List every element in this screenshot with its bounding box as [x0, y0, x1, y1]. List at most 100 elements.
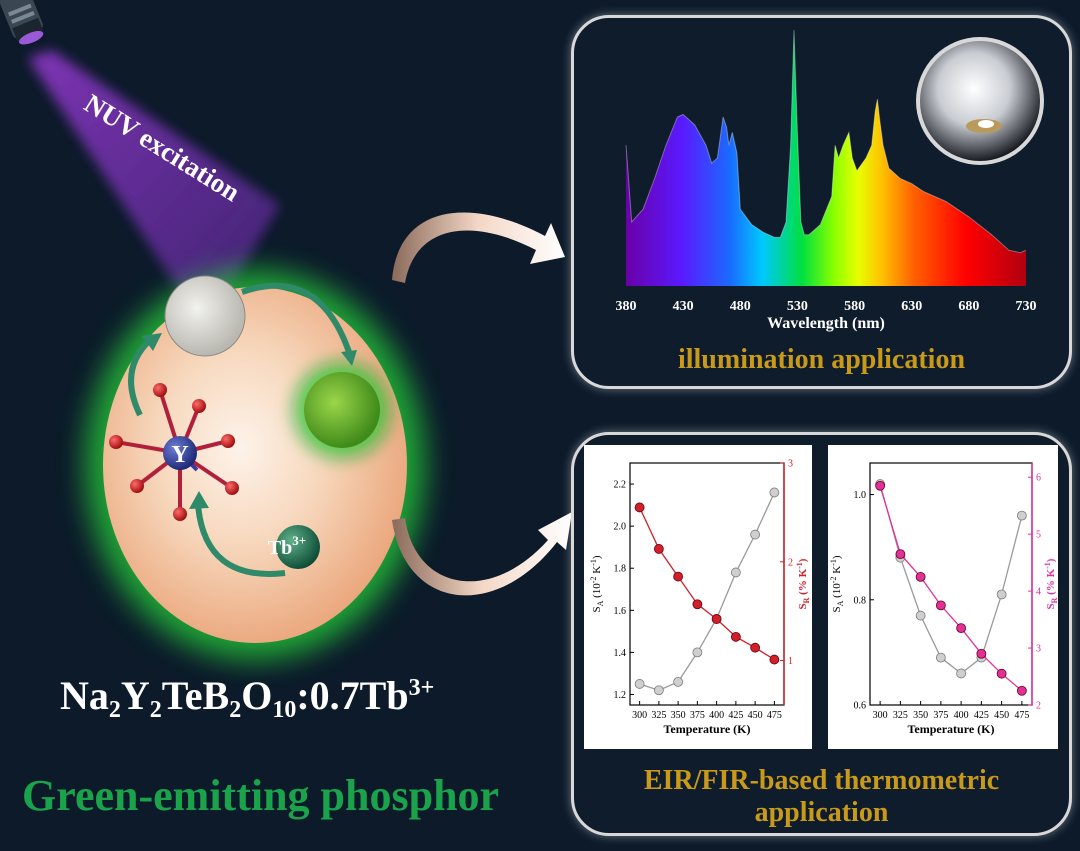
left-y-tick-label: 0.6: [854, 701, 867, 712]
right-y-tick-label: 3: [788, 459, 793, 470]
x-tick-label: 350: [671, 710, 686, 721]
sa-series-line: [879, 483, 1023, 675]
x-tick-label: 325: [893, 710, 908, 721]
right-y-axis-label: SR (% K-1): [795, 558, 811, 609]
sr-data-point: [976, 648, 987, 659]
sr-data-point: [653, 544, 664, 554]
sr-data-point: [895, 549, 906, 560]
right-y-tick-label: 6: [1036, 473, 1041, 484]
x-axis-label: Temperature (K): [908, 722, 995, 736]
sa-data-point: [996, 589, 1007, 600]
phosphor-formula: Na2Y2TeB2O10:0.7Tb3+: [60, 673, 435, 723]
x-tick-label: 430: [673, 299, 694, 314]
sr-data-point: [634, 502, 645, 513]
sa-data-point: [692, 647, 703, 658]
illumination-title: illumination application: [677, 344, 966, 375]
sr-data-point: [730, 631, 741, 642]
x-tick-label: 450: [748, 710, 763, 721]
sa-data-point: [1016, 510, 1027, 521]
x-tick-label: 375: [933, 710, 948, 721]
sr-data-point: [769, 654, 780, 665]
left-y-axis-label: SA (10-2 K-1): [829, 555, 845, 612]
sr-data-point: [750, 642, 761, 653]
sr-data-point: [711, 614, 722, 624]
left-y-tick-label: 2.2: [614, 480, 627, 491]
sa-data-point: [915, 610, 926, 621]
left-y-axis-label: SA (10-2 K-1): [589, 555, 605, 612]
left-y-tick-label: 0.8: [854, 595, 867, 606]
sa-data-point: [935, 652, 946, 663]
x-tick-label: 300: [873, 710, 888, 721]
left-y-tick-label: 1.2: [614, 690, 627, 701]
x-tick-label: 580: [844, 299, 865, 314]
x-tick-label: 680: [958, 299, 979, 314]
sa-data-point: [730, 567, 741, 578]
sa-data-point: [769, 487, 780, 498]
arrow-to-thermometry: [392, 512, 572, 596]
x-tick-label: 425: [728, 710, 743, 721]
x-tick-label: 630: [901, 299, 922, 314]
x-tick-label: 375: [690, 710, 705, 721]
x-tick-label: 450: [994, 710, 1009, 721]
x-tick-label: 475: [1014, 710, 1029, 721]
sa-data-point: [750, 529, 761, 540]
green-phosphor-image: [304, 372, 380, 448]
sr-data-point: [956, 623, 967, 634]
sensitivity-charts: 300 325 350 375 400 425 450 4751.21.41.61.82.02…: [584, 445, 1059, 749]
spectrum-line: [625, 29, 1027, 254]
x-tick-label: 300: [632, 710, 647, 721]
right-y-tick-label: 5: [1036, 530, 1041, 541]
nuv-beam: [28, 50, 280, 330]
x-axis-label: Wavelength (nm): [767, 315, 885, 332]
sr-data-point: [935, 600, 946, 611]
sr-data-point: [915, 571, 926, 582]
sa-data-point: [634, 679, 645, 689]
x-tick-label: 480: [730, 299, 751, 314]
x-tick-label: 730: [1016, 299, 1037, 314]
phosphor-type-label: Green-emitting phosphor: [22, 771, 500, 820]
sa-data-point: [673, 676, 684, 687]
x-tick-label: 380: [616, 299, 637, 314]
tb-dopant-ion: Tb3+: [268, 525, 320, 569]
arrow-tb-to-structure: [195, 504, 286, 577]
sr-data-point: [1016, 685, 1027, 696]
sa-data-point: [956, 668, 967, 679]
x-tick-label: 425: [974, 710, 989, 721]
y-coordination-structure: Y: [109, 383, 239, 521]
x-axis-label: Temperature (K): [664, 722, 751, 736]
illumination-panel: 380 430 480 530 580 630 680 730 Wavelength (nm) …: [571, 15, 1072, 389]
arrow-to-illumination: [392, 212, 565, 283]
right-y-tick-label: 1: [788, 656, 793, 667]
uv-lamp-icon: [0, 0, 44, 45]
x-tick-label: 530: [787, 299, 808, 314]
x-tick-label: 475: [767, 710, 782, 721]
x-tick-label: 400: [954, 710, 969, 721]
right-y-tick-label: 2: [1036, 701, 1041, 712]
arrow-powder-to-glow: [241, 282, 353, 356]
sr-data-point: [996, 668, 1007, 679]
led-photo: [916, 37, 1044, 165]
left-y-tick-label: 1.8: [614, 564, 627, 575]
left-y-tick-label: 2.0: [614, 522, 627, 533]
left-y-tick-label: 1.0: [854, 490, 867, 501]
right-y-axis-label: SR (% K-1): [1043, 558, 1059, 609]
thermometry-title: EIR/FIR-based thermometric application: [643, 765, 1000, 828]
y-atom-label: Y: [171, 442, 188, 468]
thermometry-panel: 300 325 350 375 400 425 450 475 1.2 1.4 1.6 1.8 2.0 2…: [571, 432, 1072, 836]
svg-text:Tb3+: Tb3+: [268, 533, 306, 559]
sa-data-point: [653, 685, 664, 696]
host-powder-image: [164, 275, 246, 357]
sr-data-point: [673, 571, 684, 582]
left-y-tick-label: 1.6: [614, 606, 627, 617]
x-tick-label: 400: [709, 710, 724, 721]
sr-data-point: [875, 480, 886, 491]
spectrum-area: [626, 30, 1026, 286]
arrow-structure-to-powder: [128, 337, 153, 417]
left-y-tick-label: 1.4: [614, 648, 627, 659]
right-y-tick-label: 3: [1036, 644, 1041, 655]
sr-data-point: [692, 599, 703, 610]
x-tick-label: 325: [651, 710, 666, 721]
right-y-tick-label: 2: [788, 557, 793, 568]
